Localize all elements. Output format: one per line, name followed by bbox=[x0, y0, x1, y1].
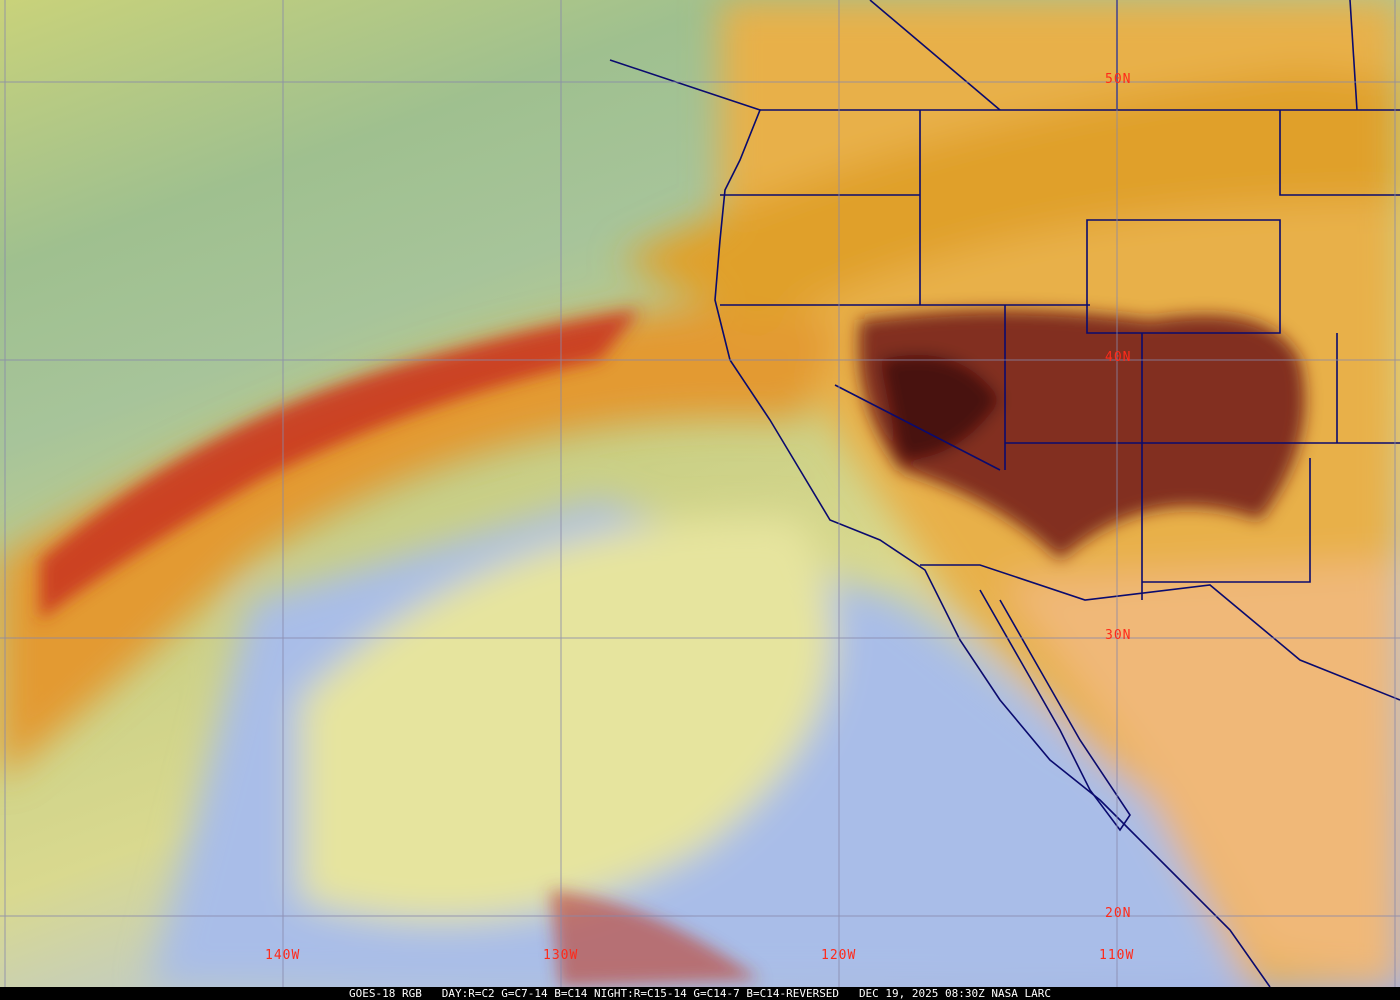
mexico-land bbox=[1000, 560, 1400, 987]
lat-label-30n: 30N bbox=[1105, 628, 1132, 643]
caption-datetime: DEC 19, 2025 08:30Z bbox=[858, 987, 985, 1000]
lon-label-140w: 140W bbox=[265, 948, 301, 963]
lat-label-50n: 50N bbox=[1105, 72, 1132, 87]
lat-label-40n: 40N bbox=[1105, 350, 1132, 365]
coastline-borders bbox=[609, 0, 1400, 987]
image-caption: GOES-18 RGB DAY:R=C2 G=C7-14 B=C14 NIGHT… bbox=[0, 987, 1400, 1000]
upper-band bbox=[620, 70, 1400, 330]
caption-recipe: DAY:R=C2 G=C7-14 B=C14 NIGHT:R=C15-14 G=… bbox=[441, 987, 840, 1000]
lat-label-20n: 20N bbox=[1105, 906, 1132, 921]
lon-label-130w: 130W bbox=[543, 948, 579, 963]
lon-label-110w: 110W bbox=[1099, 948, 1135, 963]
southern-cirrus bbox=[550, 890, 760, 987]
storm-core bbox=[880, 355, 1000, 460]
cold-cloud-band bbox=[40, 310, 640, 620]
caption-source: NASA LARC bbox=[991, 987, 1052, 1000]
low-cloud-swirl bbox=[300, 518, 834, 922]
lon-label-120w: 120W bbox=[821, 948, 857, 963]
caption-satellite: GOES-18 RGB bbox=[348, 987, 422, 1000]
